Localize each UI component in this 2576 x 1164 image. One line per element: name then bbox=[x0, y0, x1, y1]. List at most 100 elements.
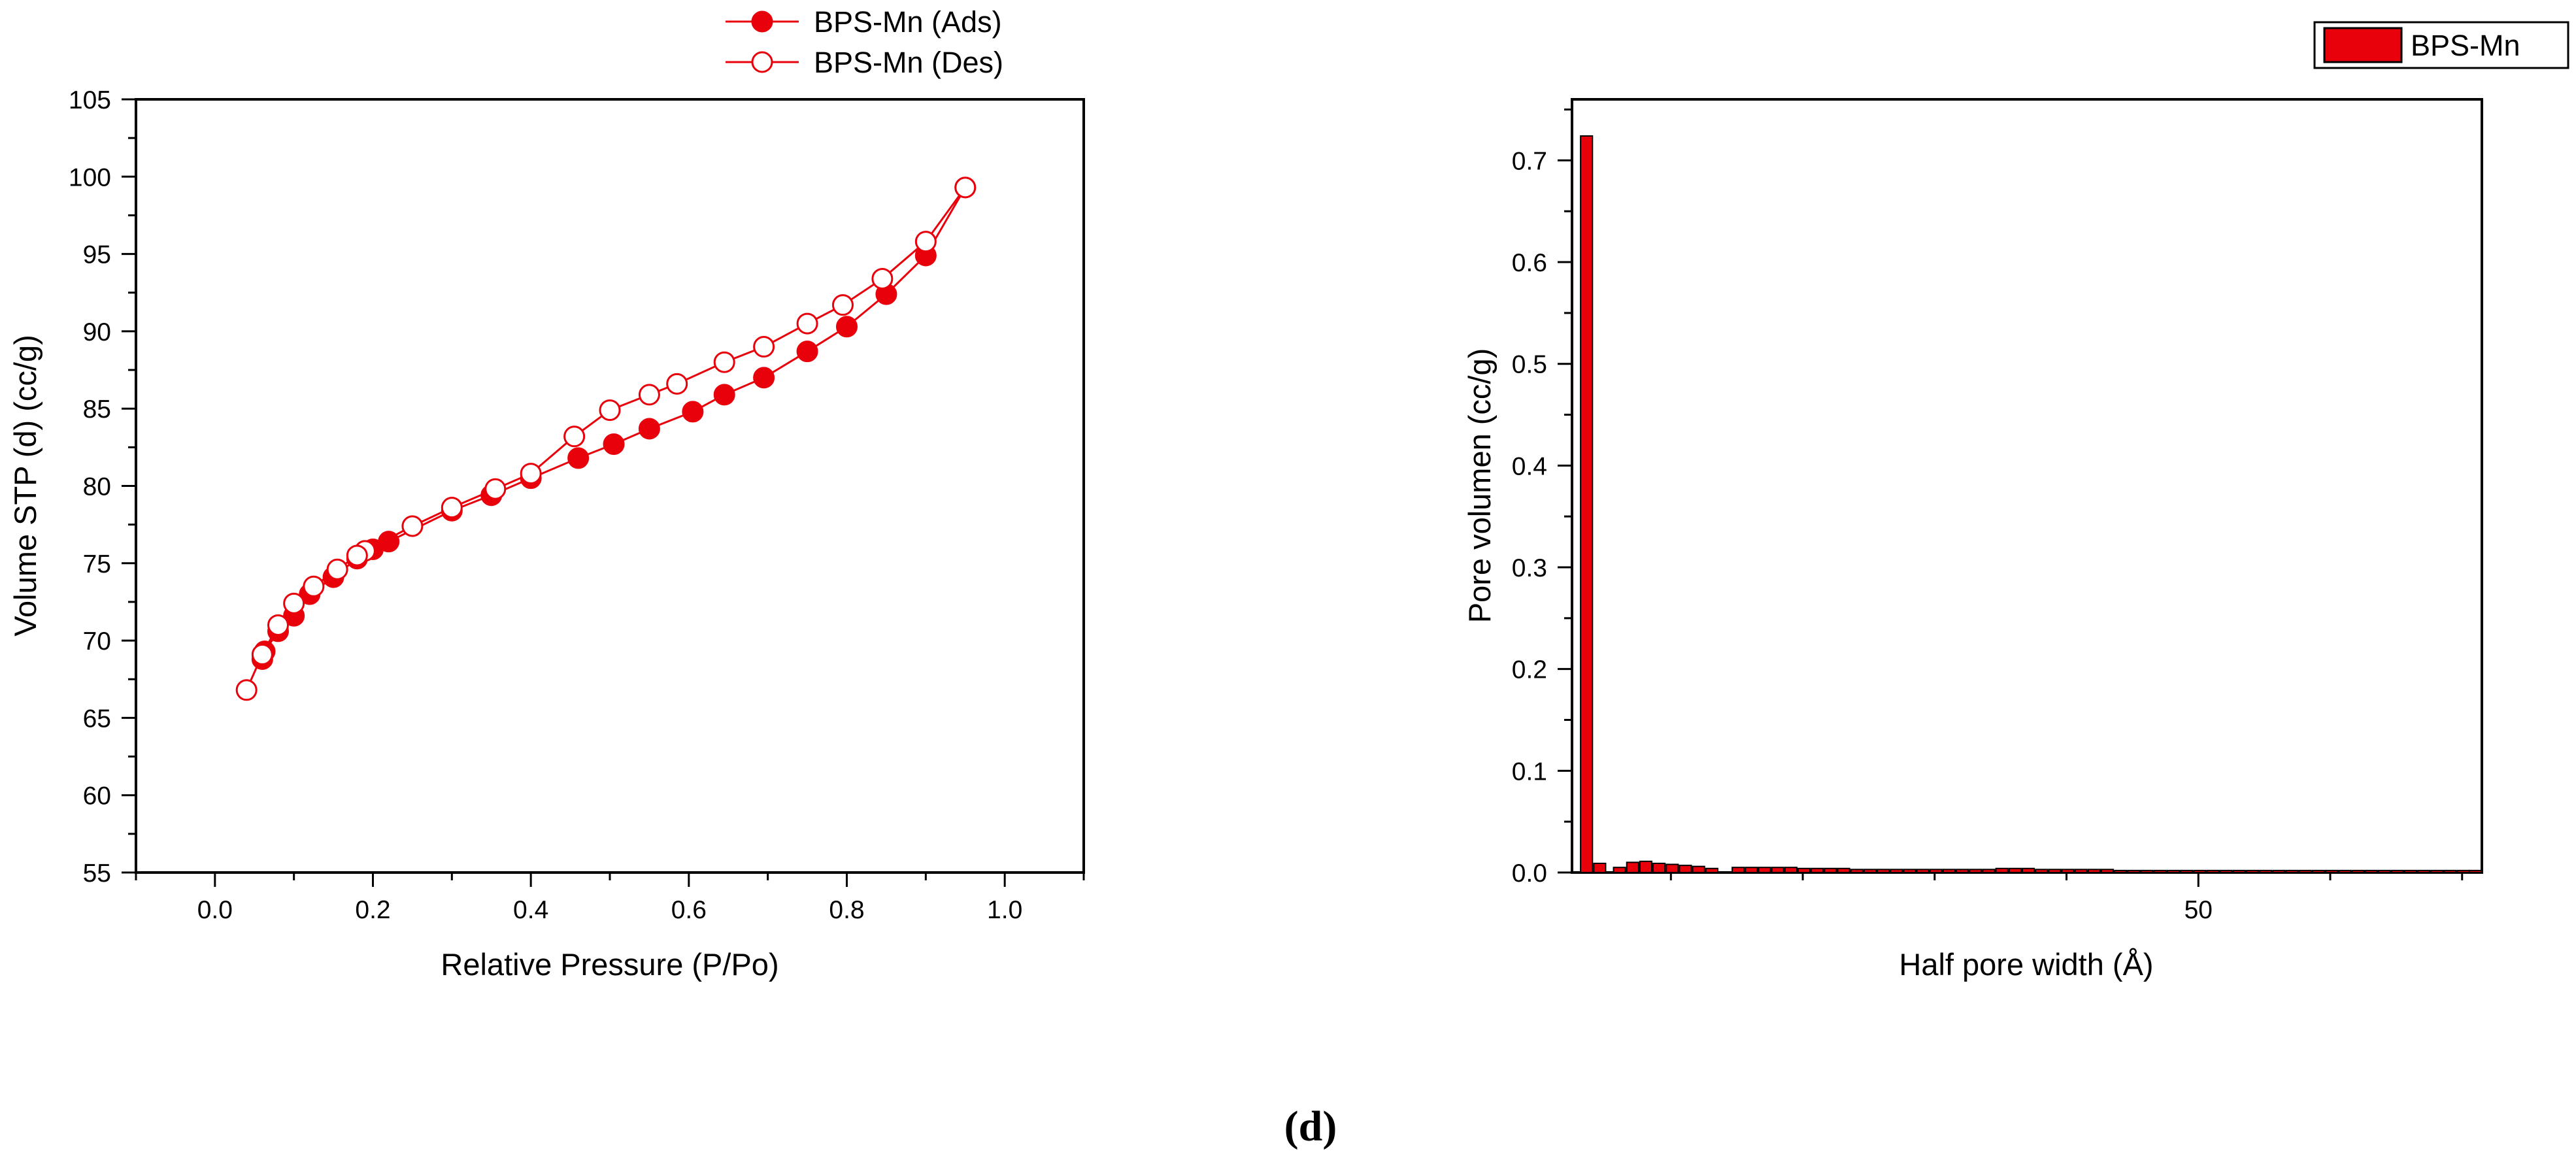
des-data-point bbox=[914, 231, 937, 253]
pore-bar bbox=[2311, 869, 2325, 873]
des-data-point bbox=[484, 478, 507, 500]
pore-y-axis-title: Pore volumen (cc/g) bbox=[1462, 348, 1497, 624]
pore-bar bbox=[2206, 869, 2220, 873]
pore-legend-label: BPS-Mn bbox=[2411, 29, 2520, 62]
pore-y-tick-label: 0.6 bbox=[1512, 249, 1547, 277]
des-data-point bbox=[666, 373, 688, 395]
pore-bar bbox=[1745, 867, 1758, 874]
pore-bar bbox=[2219, 869, 2233, 873]
ads-data-point bbox=[753, 367, 775, 389]
des-data-point bbox=[520, 463, 542, 485]
isotherm-y-tick-label: 105 bbox=[69, 86, 111, 114]
isotherm-x-axis-title: Relative Pressure (P/Po) bbox=[441, 947, 778, 982]
pore-bar bbox=[2377, 869, 2391, 873]
isotherm-y-tick-label: 100 bbox=[69, 163, 111, 191]
pore-bar bbox=[1626, 861, 1639, 873]
pore-legend: BPS-Mn bbox=[2313, 21, 2569, 69]
pore-bar bbox=[1797, 867, 1811, 873]
isotherm-y-tick-label: 85 bbox=[83, 395, 111, 424]
isotherm-y-tick-label: 60 bbox=[83, 782, 111, 810]
pore-bar bbox=[1652, 862, 1666, 874]
pore-y-tick-label: 0.1 bbox=[1512, 757, 1547, 786]
pore-bar bbox=[1580, 135, 1594, 873]
des-data-point bbox=[599, 399, 621, 422]
pore-y-tick-label: 0.7 bbox=[1512, 147, 1547, 175]
pore-bar bbox=[2417, 869, 2431, 873]
pore-bar bbox=[1929, 869, 1943, 874]
isotherm-x-tick-label: 0.4 bbox=[513, 896, 548, 924]
pore-bar bbox=[2468, 869, 2482, 873]
pore-bar bbox=[2456, 869, 2470, 873]
pore-bar bbox=[2180, 869, 2194, 873]
isotherm-y-tick-label: 55 bbox=[83, 859, 111, 888]
pore-bar bbox=[2074, 869, 2088, 874]
des-data-point bbox=[563, 425, 586, 448]
pore-bar bbox=[1969, 869, 1982, 874]
pore-y-tick-label: 0.2 bbox=[1512, 656, 1547, 684]
isotherm-y-tick-label: 65 bbox=[83, 705, 111, 733]
des-data-point bbox=[441, 497, 463, 519]
pore-bar bbox=[1593, 862, 1607, 874]
pore-bar bbox=[2035, 869, 2049, 874]
pore-bar bbox=[1731, 867, 1745, 874]
isotherm-x-tick-label: 0.8 bbox=[829, 896, 864, 924]
isotherm-x-tick-label: 0.0 bbox=[197, 896, 233, 924]
des-data-point bbox=[267, 614, 289, 636]
pore-x-tick-label: 50 bbox=[2184, 896, 2213, 924]
des-data-point bbox=[401, 515, 424, 537]
pore-bar bbox=[2193, 869, 2207, 873]
des-data-point bbox=[831, 294, 854, 316]
pore-y-tick-label: 0.5 bbox=[1512, 351, 1547, 379]
isotherm-x-tick-label: 1.0 bbox=[987, 896, 1022, 924]
des-data-point bbox=[283, 592, 305, 614]
pore-bar bbox=[2272, 869, 2286, 873]
pore-bar bbox=[2153, 869, 2167, 873]
pore-bar bbox=[2048, 869, 2062, 874]
isotherm-x-tick-label: 0.6 bbox=[671, 896, 707, 924]
des-data-point bbox=[303, 575, 325, 597]
legend-label-des: BPS-Mn (Des) bbox=[814, 46, 1003, 79]
des-data-point bbox=[713, 351, 735, 373]
ads-series-line bbox=[261, 187, 966, 659]
isotherm-y-tick-label: 70 bbox=[83, 627, 111, 656]
pore-bar bbox=[2298, 869, 2312, 873]
ads-data-point bbox=[378, 531, 400, 553]
des-data-point bbox=[796, 312, 818, 335]
pore-bar bbox=[1784, 867, 1798, 874]
pore-y-tick-label: 0.4 bbox=[1512, 452, 1547, 480]
isotherm-y-tick-label: 75 bbox=[83, 550, 111, 578]
legend-marker-des bbox=[751, 51, 773, 73]
pore-bar bbox=[1942, 869, 1956, 874]
ads-data-point bbox=[567, 447, 590, 469]
pore-bar bbox=[2114, 869, 2128, 873]
pore-bar bbox=[1824, 867, 1837, 873]
pore-distribution-chart: 50 0.0 0.1 0.2 0.3 0.4 0.5 0.6 0.7 Half pore wi… bbox=[1462, 21, 2569, 982]
pore-bar bbox=[2324, 869, 2339, 873]
pore-bar bbox=[2140, 869, 2154, 873]
ads-data-point bbox=[603, 433, 625, 456]
isotherm-y-tick-label: 95 bbox=[83, 241, 111, 269]
pore-bar bbox=[1903, 869, 1916, 874]
legend-marker-ads bbox=[751, 10, 773, 33]
pore-plot-frame bbox=[1571, 98, 2483, 874]
pore-bar bbox=[2021, 867, 2035, 873]
pore-bar bbox=[2259, 869, 2273, 873]
pore-bar bbox=[2127, 869, 2141, 873]
des-data-point bbox=[235, 679, 258, 701]
pore-bar bbox=[1995, 867, 2009, 873]
pore-x-axis-title: Half pore width (Å) bbox=[1899, 947, 2153, 982]
isotherm-x-tick-label: 0.2 bbox=[355, 896, 390, 924]
isotherm-y-tick-label: 80 bbox=[83, 473, 111, 501]
pore-bar bbox=[2245, 869, 2260, 873]
pore-bar bbox=[1811, 867, 1824, 873]
ads-data-point bbox=[713, 384, 735, 406]
isotherm-legend: BPS-Mn (Ads) BPS-Mn (Des) bbox=[726, 5, 1003, 79]
pore-bar bbox=[1850, 869, 1864, 874]
pore-bar bbox=[2100, 869, 2115, 874]
isotherm-y-axis-title: Volume STP (d) (cc/g) bbox=[8, 335, 42, 636]
ads-data-point bbox=[638, 418, 660, 440]
pore-bar bbox=[1771, 867, 1784, 874]
pore-bar bbox=[2008, 867, 2022, 873]
pore-legend-swatch bbox=[2323, 27, 2403, 63]
